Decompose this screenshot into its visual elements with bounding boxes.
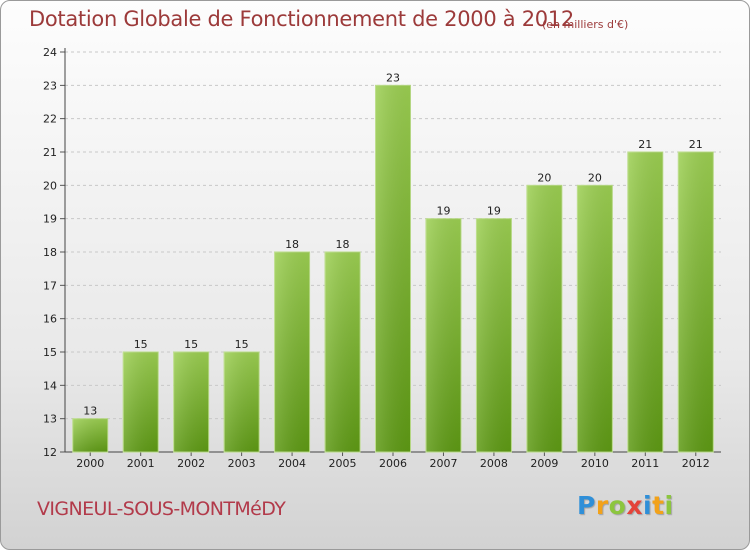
- data-label: 13: [83, 405, 97, 418]
- y-tick-label: 12: [43, 446, 57, 459]
- logo-letter: o: [608, 491, 627, 520]
- y-tick-label: 19: [43, 213, 57, 226]
- x-tick-label: 2010: [581, 457, 609, 470]
- chart-title: Dotation Globale de Fonctionnement de 20…: [29, 7, 574, 31]
- bar-shade: [425, 218, 461, 452]
- data-label: 15: [184, 338, 198, 351]
- x-tick-label: 2006: [379, 457, 407, 470]
- bar-shade: [123, 352, 159, 452]
- bar-shade: [678, 152, 714, 452]
- data-label: 21: [689, 138, 703, 151]
- y-tick-label: 17: [43, 279, 57, 292]
- y-tick-label: 23: [43, 79, 57, 92]
- data-label: 19: [487, 205, 501, 218]
- y-tick-label: 15: [43, 346, 57, 359]
- x-tick-label: 2000: [76, 457, 104, 470]
- y-tick-label: 18: [43, 246, 57, 259]
- data-label: 20: [588, 171, 602, 184]
- logo-letter: r: [595, 491, 609, 520]
- y-tick-label: 24: [43, 46, 57, 59]
- logo-letter: i: [643, 491, 653, 520]
- y-tick-label: 21: [43, 146, 57, 159]
- proxiti-logo: Proxiti: [577, 491, 674, 520]
- commune-name: VIGNEUL-SOUS-MONTMéDY: [37, 498, 286, 520]
- data-label: 21: [638, 138, 652, 151]
- bar-shade: [476, 218, 512, 452]
- x-tick-label: 2004: [278, 457, 306, 470]
- bar-shade: [526, 185, 562, 453]
- x-tick-label: 2011: [631, 457, 659, 470]
- y-tick-label: 14: [43, 379, 57, 392]
- data-label: 19: [436, 205, 450, 218]
- y-tick-label: 22: [43, 113, 57, 126]
- chart-subtitle: (en milliers d'€): [542, 18, 629, 31]
- labels: 12 13 14 15 16 17 18 19 20 21 22 23 24 13 2000 15 2001 15…: [43, 46, 710, 470]
- x-tick-label: 2005: [329, 457, 357, 470]
- logo-letter: P: [577, 491, 596, 520]
- x-tick-label: 2007: [429, 457, 457, 470]
- y-tick-label: 16: [43, 313, 57, 326]
- logo-letter: t: [652, 491, 665, 520]
- data-label: 15: [235, 338, 249, 351]
- bar-shade: [173, 352, 209, 452]
- bar-shade: [274, 252, 310, 452]
- y-tick-label: 13: [43, 413, 57, 426]
- bar-shade: [325, 252, 361, 452]
- bar-shade: [72, 418, 108, 452]
- x-tick-label: 2009: [530, 457, 558, 470]
- bar-shade: [577, 185, 613, 453]
- bar-shade: [627, 152, 663, 452]
- bar-shade: [375, 85, 411, 452]
- x-tick-label: 2008: [480, 457, 508, 470]
- logo-letter: x: [626, 491, 643, 520]
- data-label: 23: [386, 71, 400, 84]
- data-label: 20: [537, 171, 551, 184]
- data-label: 15: [134, 338, 148, 351]
- y-tick-label: 20: [43, 179, 57, 192]
- bars: [72, 84, 714, 453]
- x-tick-label: 2001: [127, 457, 155, 470]
- data-label: 18: [285, 238, 299, 251]
- bar-shade: [224, 352, 260, 452]
- x-tick-label: 2003: [228, 457, 256, 470]
- logo-letter: i: [664, 491, 674, 520]
- x-tick-label: 2012: [682, 457, 710, 470]
- data-label: 18: [336, 238, 350, 251]
- x-tick-label: 2002: [177, 457, 205, 470]
